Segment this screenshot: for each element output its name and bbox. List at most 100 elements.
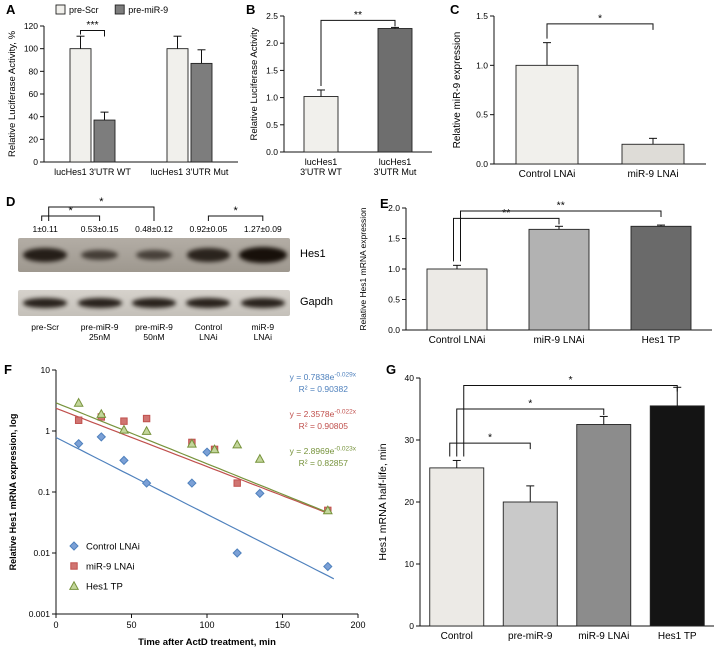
panel-label-G: G	[386, 362, 397, 377]
svg-text:miR-9 LNAi: miR-9 LNAi	[533, 335, 584, 346]
svg-text:miR-9 LNAi: miR-9 LNAi	[627, 169, 678, 180]
protein-band	[80, 249, 119, 261]
svg-text:Relative Luciferase Activity: Relative Luciferase Activity	[249, 27, 260, 140]
chart-A: 0 20 40 60 80 100 120 Relative Luciferase Activ…	[7, 4, 238, 177]
x-labels: lucHes1 3'UTR WT lucHes1 3'UTR Mut	[54, 167, 229, 177]
series-Hes1 TP	[55, 397, 333, 515]
protein-band	[186, 248, 230, 262]
svg-text:100: 100	[24, 44, 38, 54]
panel-label-C: C	[450, 2, 460, 17]
svg-text:80: 80	[29, 66, 39, 76]
svg-text:*: *	[528, 398, 532, 410]
protein-band	[23, 248, 68, 262]
x-labels: Control pre-miR-9 miR-9 LNAi Hes1 TP	[441, 631, 697, 642]
panel-label-F: F	[4, 362, 12, 377]
svg-text:0.0: 0.0	[476, 159, 488, 169]
svg-text:**: **	[557, 200, 565, 212]
significance-brackets: ** **	[453, 200, 662, 262]
panel-A: A 0 20 40 60 80 100 120 Relative Luciferase Act…	[4, 2, 244, 194]
svg-text:pre-miR-9: pre-miR-9	[128, 5, 168, 15]
svg-text:150: 150	[275, 620, 290, 630]
svg-text:2.0: 2.0	[388, 203, 400, 213]
svg-text:40: 40	[29, 112, 39, 122]
significance-brackets: *	[546, 12, 654, 39]
protein-band	[238, 247, 287, 263]
blot-strip-Hes1	[18, 238, 290, 272]
svg-text:*: *	[598, 12, 602, 24]
svg-text:Control LNAi: Control LNAi	[519, 169, 576, 180]
svg-text:R² = 0.82857: R² = 0.82857	[299, 458, 349, 468]
protein-band	[132, 298, 176, 308]
svg-text:3'UTR Mut: 3'UTR Mut	[374, 167, 417, 177]
svg-text:0: 0	[33, 157, 38, 167]
svg-text:1.0: 1.0	[476, 60, 488, 70]
svg-text:lucHes1: lucHes1	[305, 157, 338, 167]
panel-B: B 0.0 0.5 1.0 1.5 2.0 2.5 Relative Luciferase …	[246, 2, 442, 194]
svg-text:*: *	[99, 196, 104, 208]
svg-text:Hes1 mRNA half-life, min: Hes1 mRNA half-life, min	[377, 443, 389, 560]
svg-text:Time after ActD treatment, min: Time after ActD treatment, min	[138, 637, 276, 648]
lane-label: pre-miR-9 25nM	[80, 322, 119, 342]
bars	[426, 224, 692, 331]
protein-band	[77, 298, 122, 308]
svg-text:40: 40	[405, 373, 415, 383]
svg-text:lucHes1: lucHes1	[379, 157, 412, 167]
chart-E: 0.0 0.5 1.0 1.5 2.0 Relative Hes1 mRNA expres…	[358, 200, 712, 346]
svg-text:3'UTR WT: 3'UTR WT	[300, 167, 342, 177]
bars	[515, 42, 685, 165]
svg-text:0.1: 0.1	[38, 487, 50, 497]
lane-label: miR-9 LNAi	[251, 322, 275, 342]
band-quantification: 0.92±0.05	[189, 224, 228, 234]
band-quantification: 0.48±0.12	[135, 224, 173, 234]
protein-band	[240, 298, 285, 308]
svg-text:Relative miR-9 expression: Relative miR-9 expression	[452, 32, 463, 149]
svg-text:0.5: 0.5	[476, 110, 488, 120]
band-quantification: 1±0.11	[32, 224, 58, 234]
svg-text:10: 10	[41, 365, 51, 375]
svg-text:miR-9 LNAi: miR-9 LNAi	[578, 631, 629, 642]
svg-text:200: 200	[350, 620, 365, 630]
svg-text:0: 0	[409, 621, 414, 631]
svg-text:1.5: 1.5	[388, 234, 400, 244]
blot-row-label: Hes1	[300, 248, 326, 260]
svg-text:1: 1	[45, 426, 50, 436]
svg-text:y = 2.3578e-0.022x: y = 2.3578e-0.022x	[290, 409, 357, 420]
lane-label: pre-miR-9 50nM	[135, 322, 173, 342]
svg-text:0.5: 0.5	[388, 295, 400, 305]
svg-text:*: *	[69, 205, 74, 217]
blot-significance: * * *	[41, 196, 264, 221]
bars	[303, 26, 413, 153]
panel-label-B: B	[246, 2, 256, 17]
panel-E: E 0.0 0.5 1.0 1.5 2.0 Relative Hes1 mRNA expr…	[352, 194, 724, 360]
svg-text:Relative Luciferase Activity,: Relative Luciferase Activity, %	[7, 30, 18, 157]
band-quantification: 0.53±0.15	[80, 224, 119, 234]
x-labels: Control LNAi miR-9 LNAi Hes1 TP	[429, 335, 681, 346]
x-labels: Control LNAi miR-9 LNAi	[519, 169, 679, 180]
svg-text:0.5: 0.5	[266, 120, 278, 130]
bars	[69, 35, 213, 163]
svg-text:R² = 0.90382: R² = 0.90382	[299, 384, 349, 394]
western-blot: * * * 1±0.11 0.53±0.15 0.48±0.12 0.92±0.05 1.27…	[4, 194, 348, 360]
panel-C: C 0.0 0.5 1.0 1.5 Relative miR-9 expression C…	[448, 2, 722, 194]
svg-text:60: 60	[29, 89, 39, 99]
svg-text:lucHes1 3'UTR WT: lucHes1 3'UTR WT	[54, 167, 131, 177]
svg-text:0.0: 0.0	[388, 325, 400, 335]
svg-text:50: 50	[126, 620, 136, 630]
blot-strip-Gapdh	[18, 290, 290, 316]
svg-text:y = 2.8969e-0.023x: y = 2.8969e-0.023x	[290, 446, 357, 457]
svg-text:1.5: 1.5	[476, 11, 488, 21]
svg-text:Relative Hes1 mRNA expression,: Relative Hes1 mRNA expression, log	[8, 414, 18, 571]
panel-F: F 0.001 0.01 0.1 1 10 0 50 100 150 200 Time after …	[4, 360, 368, 654]
svg-text:0.001: 0.001	[29, 609, 51, 619]
panel-D-western-blot: D * * * 1±0.11 0.53±0.15 0.48±0.12 0.92±0.05 1.…	[4, 194, 348, 360]
legend: pre-Scr pre-miR-9	[55, 4, 168, 15]
svg-text:1.0: 1.0	[388, 264, 400, 274]
svg-text:Control LNAi: Control LNAi	[429, 335, 486, 346]
protein-band	[135, 249, 173, 261]
svg-text:miR-9 LNAi: miR-9 LNAi	[86, 562, 135, 573]
panel-label-A: A	[6, 2, 16, 17]
series-Control LNAi	[55, 432, 335, 580]
